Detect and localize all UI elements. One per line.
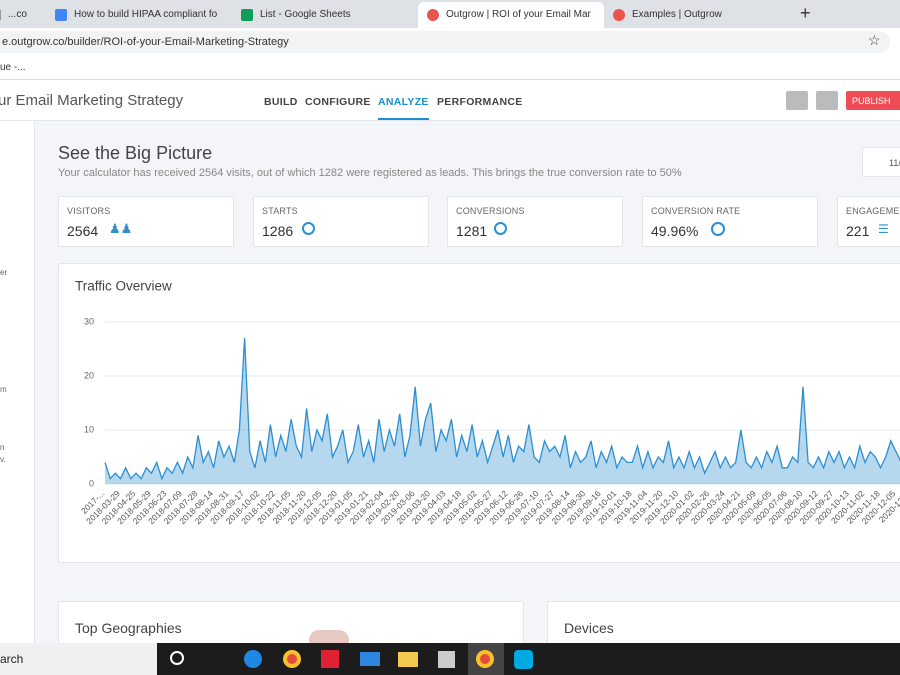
stat-value: 49.96% bbox=[651, 223, 699, 239]
chrome-icon[interactable] bbox=[476, 650, 494, 668]
sidebar: er m n v. bbox=[0, 121, 35, 643]
sidebar-text: er bbox=[0, 268, 8, 277]
tab[interactable]: Examples | Outgrow bbox=[604, 2, 790, 28]
chart-card bbox=[58, 263, 900, 563]
stat-label: CONVERSIONS bbox=[456, 206, 525, 216]
line bbox=[104, 338, 900, 481]
stat-icon bbox=[302, 222, 315, 235]
nav-item[interactable]: PERFORMANCE bbox=[437, 96, 523, 108]
panel-title: Top Geographies bbox=[75, 620, 182, 636]
stat-label: CONVERSION RATE bbox=[651, 206, 741, 216]
star-icon[interactable]: ☆ bbox=[868, 32, 881, 48]
stat-icon bbox=[494, 222, 507, 235]
tab-bar: ...co How to build HIPAA compliant fo Li… bbox=[0, 0, 900, 28]
heading: See the Big Picture bbox=[58, 143, 213, 163]
explorer-icon[interactable] bbox=[398, 652, 418, 667]
stat-card: ENGAGEMEN 221 ☰ bbox=[837, 196, 900, 247]
nav-item[interactable]: ANALYZE bbox=[378, 96, 429, 120]
chart: Traffic Overview 01020302017-...2018-03-… bbox=[75, 279, 900, 526]
stat-icon: ♟♟ bbox=[109, 221, 133, 236]
panel-title: Devices bbox=[564, 620, 614, 636]
tab[interactable]: How to build HIPAA compliant fo bbox=[46, 2, 232, 28]
preview-button[interactable] bbox=[816, 91, 838, 110]
new-tab[interactable]: + bbox=[800, 3, 811, 23]
copy-button[interactable] bbox=[786, 91, 808, 110]
address-row: e.outgrow.co/builder/ROI-of-your-Email-M… bbox=[0, 28, 900, 56]
date-text: 11/ bbox=[889, 158, 900, 168]
cortana-icon[interactable] bbox=[170, 651, 184, 665]
nav-item[interactable]: CONFIGURE bbox=[305, 96, 371, 108]
tab-title: Outgrow | ROI of your Email Mar bbox=[446, 9, 591, 20]
stat-value: 1286 bbox=[262, 223, 294, 239]
stat-icon bbox=[711, 222, 725, 236]
app-header: ur Email Marketing Strategy BUILD CONFIG… bbox=[0, 80, 900, 121]
tab[interactable]: List - Google Sheets bbox=[232, 2, 418, 28]
skype-icon[interactable] bbox=[514, 650, 533, 669]
tab-title: How to build HIPAA compliant fo bbox=[74, 9, 218, 20]
y-tick-label: 20 bbox=[84, 370, 94, 380]
mail-icon[interactable] bbox=[360, 652, 380, 666]
stat-value: 2564 bbox=[67, 223, 99, 239]
subheading: Your calculator has received 2564 visits… bbox=[58, 167, 682, 179]
stat-value: 1281 bbox=[456, 223, 488, 239]
gift-icon[interactable] bbox=[321, 650, 339, 668]
chart-title: Traffic Overview bbox=[75, 279, 172, 294]
y-tick-label: 30 bbox=[84, 316, 94, 326]
stat-card: CONVERSIONS 1281 bbox=[447, 196, 623, 247]
sidebar-text: m bbox=[0, 385, 7, 394]
app-title: ur Email Marketing Strategy bbox=[0, 92, 184, 109]
y-tick-label: 10 bbox=[84, 424, 94, 434]
stat-label: STARTS bbox=[262, 206, 298, 216]
stat-label: VISITORS bbox=[67, 206, 111, 216]
date-picker[interactable]: 11/ bbox=[862, 147, 900, 177]
bookmark-bar: ue -... bbox=[0, 56, 900, 80]
tab-title: List - Google Sheets bbox=[260, 9, 351, 20]
stat-card: VISITORS 2564 ♟♟ bbox=[58, 196, 234, 247]
stat-value: 221 bbox=[846, 223, 870, 239]
tab-title: Examples | Outgrow bbox=[632, 9, 722, 20]
publish-button[interactable]: PUBLISH bbox=[846, 91, 900, 110]
stat-card: STARTS 1286 bbox=[253, 196, 429, 247]
edge-icon[interactable] bbox=[244, 650, 262, 668]
tab-title: ...co bbox=[8, 9, 27, 20]
stat-label: ENGAGEMEN bbox=[846, 206, 900, 216]
tab[interactable]: Outgrow | ROI of your Email Mar bbox=[418, 2, 604, 28]
stat-card: CONVERSION RATE 49.96% bbox=[642, 196, 818, 247]
search-text: arch bbox=[0, 652, 24, 666]
area bbox=[105, 338, 900, 484]
url-bar[interactable]: e.outgrow.co/builder/ROI-of-your-Email-M… bbox=[0, 31, 890, 53]
stat-icon: ☰ bbox=[878, 222, 889, 236]
y-tick-label: 0 bbox=[89, 478, 94, 488]
chrome-icon[interactable] bbox=[283, 650, 301, 668]
sidebar-text: v. bbox=[0, 455, 6, 464]
store-icon[interactable] bbox=[438, 651, 455, 668]
nav-item[interactable]: BUILD bbox=[264, 96, 298, 108]
tab[interactable]: ...co bbox=[0, 2, 44, 28]
search-box[interactable]: arch bbox=[0, 643, 157, 675]
bookmark[interactable]: ue -... bbox=[0, 62, 26, 73]
sidebar-text: n bbox=[0, 443, 5, 452]
